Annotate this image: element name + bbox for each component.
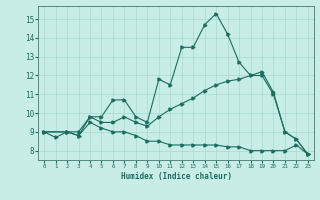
X-axis label: Humidex (Indice chaleur): Humidex (Indice chaleur) xyxy=(121,172,231,181)
